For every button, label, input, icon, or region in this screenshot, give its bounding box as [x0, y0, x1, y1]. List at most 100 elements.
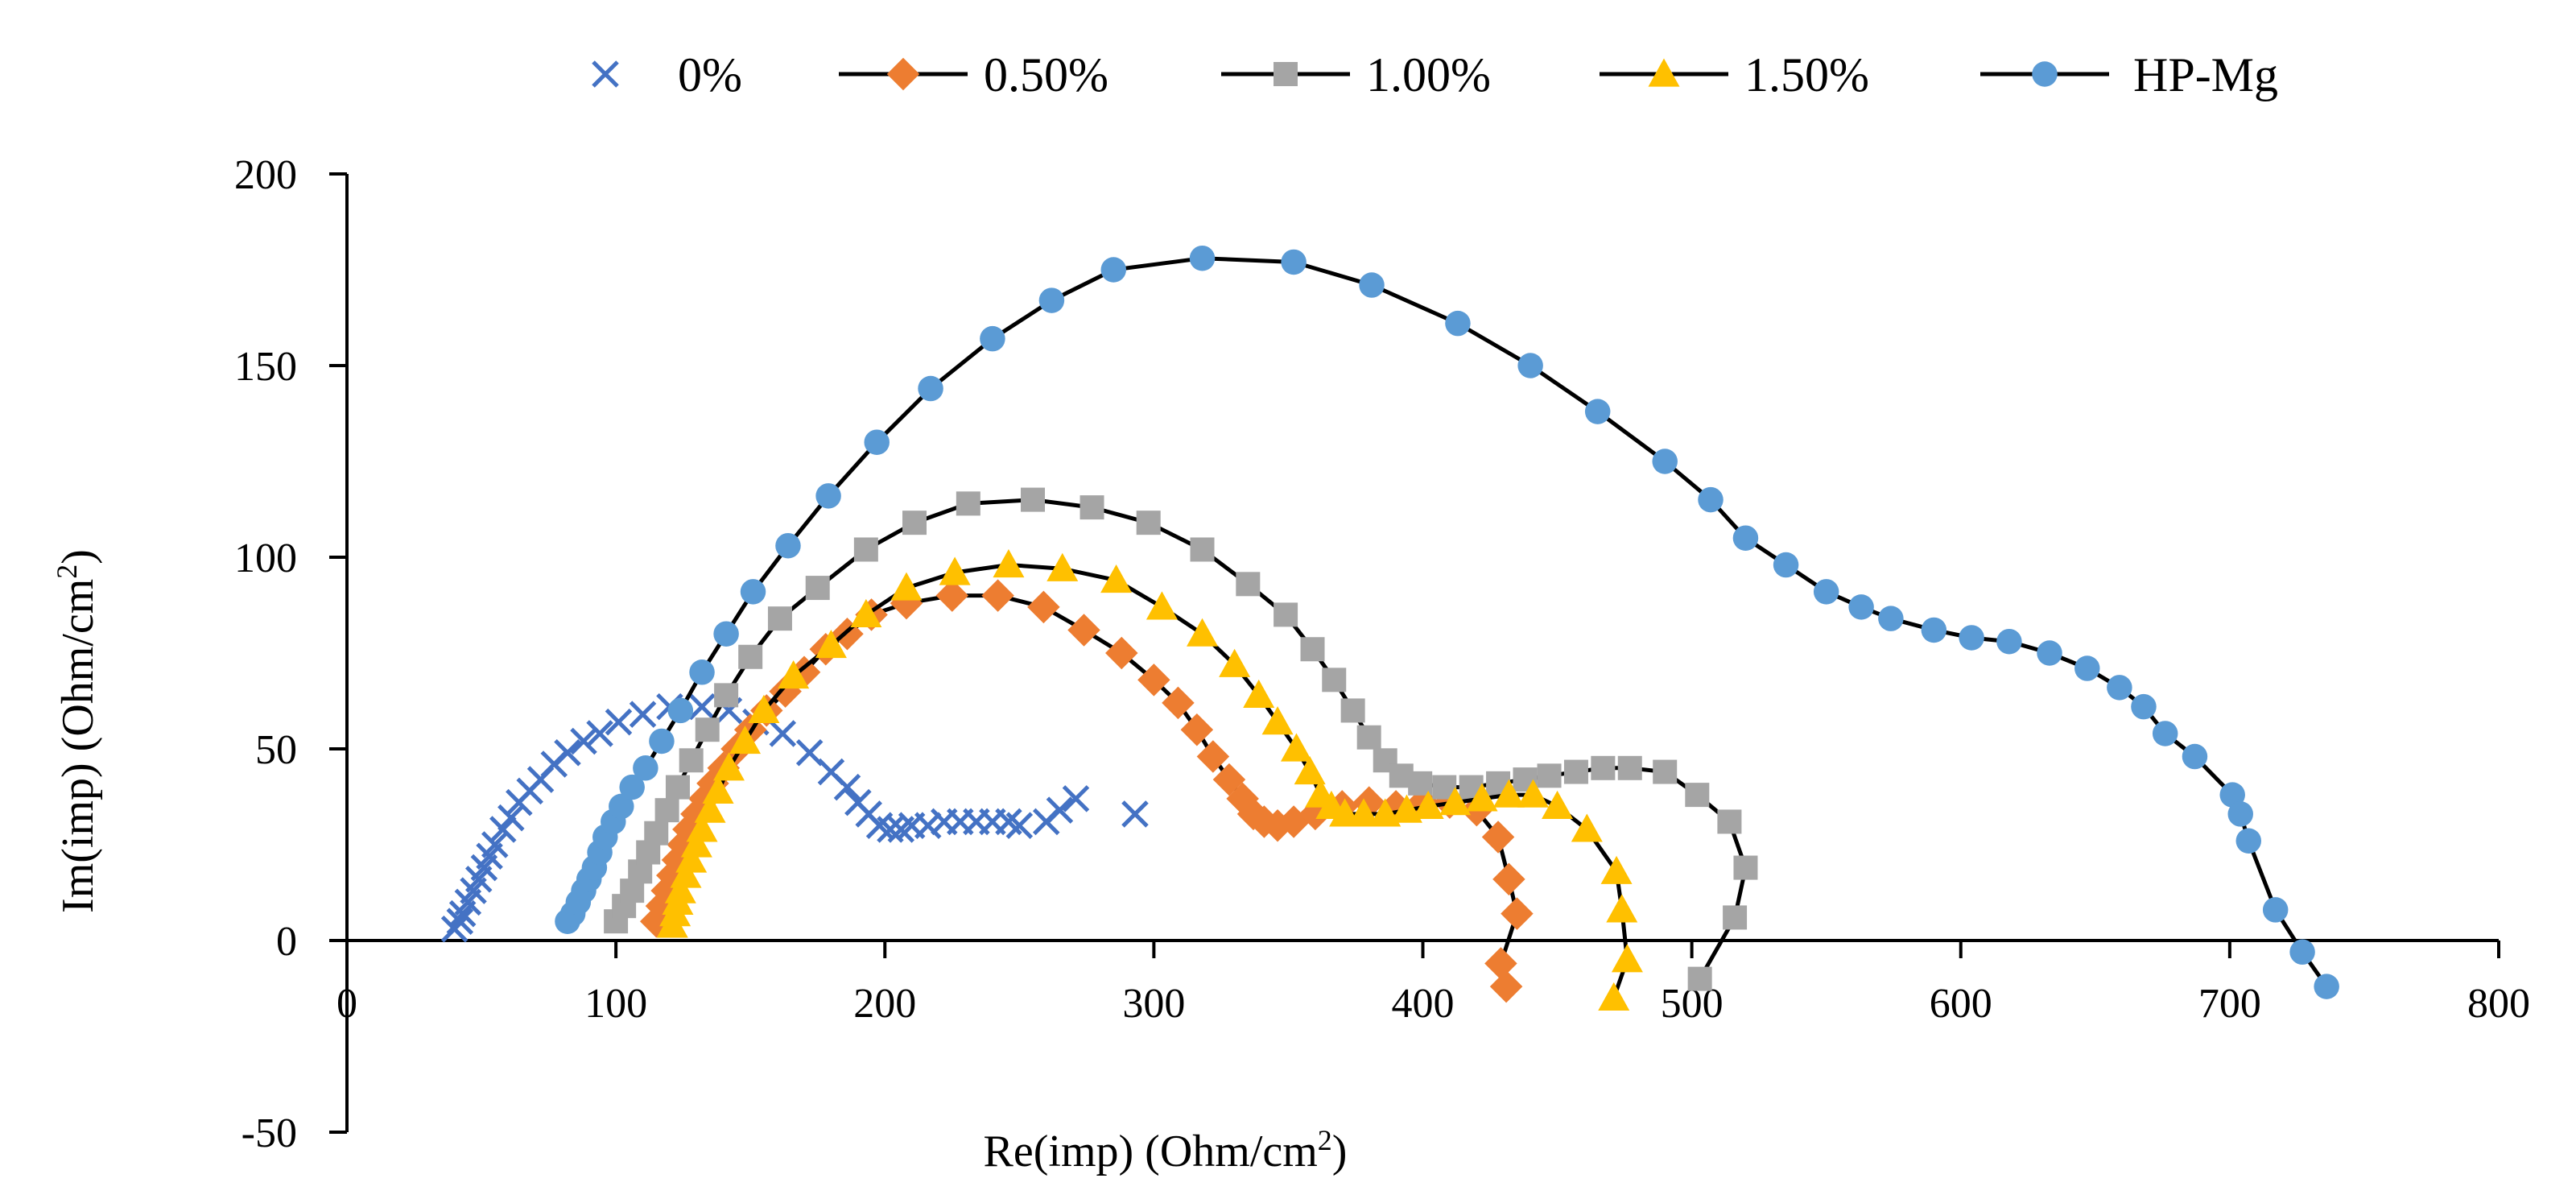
data-point: [1294, 756, 1326, 785]
data-point: [1190, 537, 1215, 562]
x-tick-label: 300: [1122, 981, 1185, 1027]
data-point: [778, 660, 810, 689]
data-point: [670, 859, 702, 888]
data-point: [738, 644, 763, 669]
legend-label: 1.00%: [1366, 48, 1491, 101]
data-point: [1542, 790, 1574, 819]
data-point: [1501, 897, 1534, 930]
series-hp-mg-group: [555, 245, 2339, 999]
legend-marker: [1274, 62, 1298, 86]
y-tick-label: -50: [242, 1110, 297, 1156]
data-point: [981, 579, 1014, 612]
data-point: [1773, 552, 1799, 578]
data-point: [2289, 939, 2315, 965]
data-point: [1733, 855, 1758, 880]
data-point: [554, 738, 581, 767]
data-point: [1617, 755, 1642, 780]
data-point: [815, 483, 841, 509]
data-point: [1717, 809, 1742, 834]
series-layer: [440, 245, 2339, 1011]
data-point: [1243, 679, 1275, 708]
data-point: [1100, 564, 1133, 593]
data-point: [1732, 525, 1759, 551]
legend-item: 1.50%: [1600, 48, 1869, 101]
data-point: [767, 606, 792, 631]
data-point: [695, 717, 720, 742]
data-point: [481, 831, 509, 858]
x-tick-label: 0: [336, 981, 357, 1027]
data-point: [1189, 245, 1216, 271]
data-point: [649, 728, 675, 755]
data-point: [2314, 974, 2339, 999]
data-point: [1571, 813, 1603, 842]
data-point: [795, 738, 824, 767]
series-1-50-group: [656, 549, 1643, 1011]
data-point: [1481, 821, 1515, 854]
legend-label: 0.50%: [984, 48, 1108, 101]
y-tick-label: 200: [234, 152, 297, 198]
data-point: [1356, 725, 1381, 750]
series-1-00-group: [604, 487, 1758, 991]
legend-item: 0.50%: [839, 48, 1108, 101]
data-point: [2152, 721, 2178, 746]
data-point: [1146, 591, 1178, 620]
data-point: [1180, 713, 1214, 746]
data-point: [740, 579, 766, 605]
data-point: [714, 683, 739, 708]
data-point: [1563, 759, 1588, 784]
data-point: [1698, 486, 1724, 513]
data-point: [654, 798, 679, 823]
data-point: [935, 579, 969, 612]
data-point: [1105, 636, 1138, 670]
data-point: [1848, 594, 1874, 620]
data-point: [1492, 862, 1525, 896]
data-point: [665, 775, 690, 800]
data-point: [1606, 894, 1638, 923]
data-point: [1261, 706, 1294, 735]
legend: 0% 0.50% 1.00% 1.50% HP-Mg: [592, 48, 2278, 101]
data-point: [497, 804, 525, 832]
data-point: [833, 773, 861, 801]
legend-label: HP-Mg: [2133, 48, 2278, 101]
legend-marker: [1648, 58, 1680, 87]
data-point: [688, 693, 716, 721]
y-tick-label: 100: [234, 535, 297, 581]
data-point: [956, 491, 980, 516]
data-point: [1412, 790, 1444, 819]
data-point: [712, 752, 745, 781]
data-point: [1959, 625, 1984, 651]
data-point: [775, 532, 801, 559]
y-tick-label: 50: [255, 727, 297, 773]
data-point: [853, 537, 878, 562]
data-point: [686, 813, 718, 842]
data-point: [694, 794, 726, 823]
data-point: [939, 556, 971, 585]
data-point: [619, 774, 645, 800]
data-point: [605, 708, 633, 736]
data-point: [2235, 828, 2262, 854]
data-point: [850, 598, 882, 627]
legend-marker: [886, 57, 920, 91]
data-point: [1322, 668, 1347, 693]
x-tick-label: 400: [1392, 981, 1455, 1027]
data-point: [644, 821, 669, 846]
data-point: [1878, 606, 1904, 631]
data-point: [1212, 763, 1246, 796]
data-point: [877, 816, 904, 843]
data-point: [1348, 798, 1380, 827]
data-point: [1121, 800, 1149, 828]
legend-marker: [2032, 61, 2058, 87]
data-point: [702, 775, 734, 804]
data-point: [1591, 755, 1616, 780]
x-tick-label: 800: [2467, 981, 2530, 1027]
data-point: [902, 511, 927, 535]
data-point: [1359, 272, 1385, 298]
data-point: [2074, 655, 2100, 681]
data-point: [1274, 602, 1298, 627]
data-point: [1100, 257, 1127, 283]
data-point: [446, 908, 474, 935]
data-point: [1652, 449, 1678, 474]
legend-label: 1.50%: [1744, 48, 1869, 101]
